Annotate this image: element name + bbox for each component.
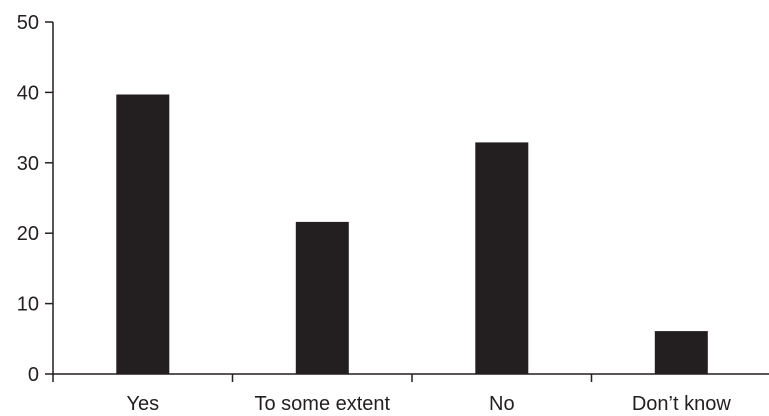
axes-group — [45, 21, 769, 382]
y-tick-label: 10 — [17, 294, 39, 316]
labels-group: 0 10 20 30 40 50 Yes To some extent No Don’t know — [17, 12, 732, 415]
x-tick-label: Yes — [126, 393, 159, 415]
bar-no — [475, 142, 529, 374]
x-tick-label: No — [489, 393, 515, 415]
bar-yes — [116, 94, 170, 374]
y-tick-label: 30 — [17, 153, 39, 175]
x-tick-label: Don’t know — [632, 393, 731, 415]
bar-don-t-know — [654, 331, 708, 374]
bars-group — [116, 94, 708, 374]
x-tick-label: To some extent — [254, 393, 390, 415]
y-tick-label: 40 — [17, 82, 39, 104]
y-tick-label: 0 — [28, 364, 39, 386]
bar-to-some-extent — [295, 221, 349, 374]
y-tick-label: 20 — [17, 223, 39, 245]
y-tick-label: 50 — [17, 12, 39, 34]
